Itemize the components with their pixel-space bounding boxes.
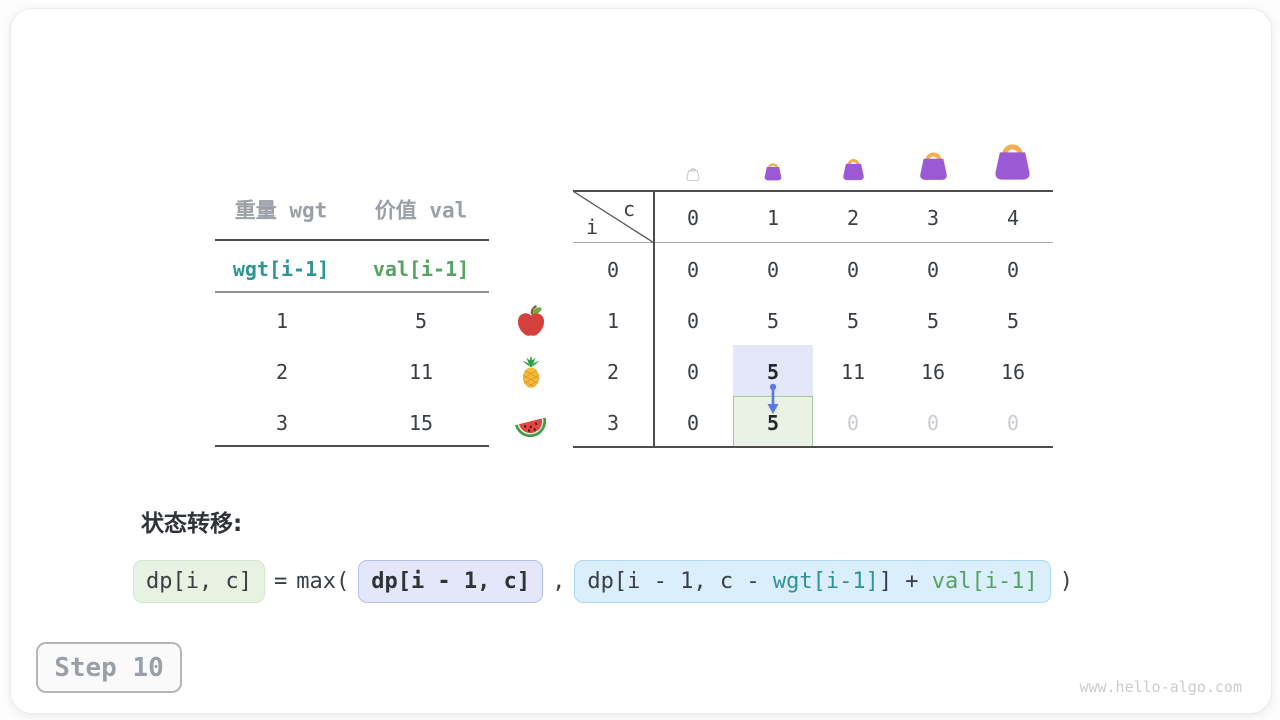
dp-cell-r0c0: 0 [686,258,700,282]
items-row1-weight: 2 [275,360,289,384]
dp-cell-r3c0: 0 [686,411,700,435]
dp-cell-r1c4: 5 [1006,309,1020,333]
dp-cell-r1c1: 5 [766,309,780,333]
dp-cell-r1c3: 5 [926,309,940,333]
site-watermark: www.hello-algo.com [1079,678,1242,696]
dp-col-header-1: 1 [766,206,780,230]
formula-arg1-pill: dp[i - 1, c] [358,560,544,604]
items-row0-weight: 1 [275,309,289,333]
bag-capacity-2-icon [840,154,867,181]
formula-arg2-pill: dp[i - 1, c - wgt[i-1]] + val[i-1] [574,560,1051,604]
dp-cell-r2c1-source: 5 [766,360,780,384]
items-table-mid-border [215,291,489,293]
dp-corner-row-var: i [585,215,599,239]
bag-capacity-3-icon [916,146,951,181]
dp-cell-r0c4: 0 [1006,258,1020,282]
dp-cell-r2c2: 11 [840,360,866,384]
dp-table-header-border [573,242,1053,243]
items-var-wgt: wgt[i-1] [232,257,330,281]
formula-arg2-middle: ] + [878,569,932,594]
items-row2-weight: 3 [275,411,289,435]
step-badge: Step 10 [36,642,182,693]
dp-cell-r2c0: 0 [686,360,700,384]
formula-arg2-wgt: wgt[i-1] [772,569,879,594]
items-table-bottom-border [215,445,489,447]
formula-arg2-prefix: dp[i - 1, c - [587,569,773,594]
dp-col-header-3: 3 [926,206,940,230]
items-header-weight: 重量 wgt [234,198,328,223]
items-row1-value: 11 [408,360,434,384]
dp-corner-col-var: c [622,197,636,221]
figure-card [10,8,1272,714]
bag-capacity-0-icon [685,165,701,181]
dp-cell-r3c3: 0 [926,411,940,435]
dp-table-top-border [573,190,1053,192]
dp-col-header-4: 4 [1006,206,1020,230]
dp-table-bottom-border [573,446,1053,448]
state-transition-formula: dp[i, c] = max( dp[i - 1, c] , dp[i - 1,… [133,560,1074,604]
formula-equals: = [273,569,288,595]
formula-close-paren: ) [1059,569,1074,595]
formula-arg2-val: val[i-1] [931,569,1038,594]
dp-cell-r3c1-target: 5 [766,411,780,435]
items-row0-value: 5 [414,309,428,333]
dp-col-header-0: 0 [686,206,700,230]
items-row2-value: 15 [408,411,434,435]
watermelon-icon [513,406,549,442]
dp-cell-r0c3: 0 [926,258,940,282]
dp-row-label-0: 0 [606,258,620,282]
formula-max-open: max( [296,569,350,595]
dp-cell-r2c3: 16 [920,360,946,384]
pineapple-icon [514,355,548,389]
dp-cell-r1c0: 0 [686,309,700,333]
transition-arrow-icon [764,383,782,415]
dp-col-header-2: 2 [846,206,860,230]
dp-corner-diagonal [573,190,654,244]
apple-icon [514,304,548,338]
dp-cell-r2c4: 16 [1000,360,1026,384]
state-transition-heading: 状态转移: [141,511,243,537]
bag-capacity-1-icon [762,159,784,181]
dp-cell-r1c2: 5 [846,309,860,333]
bag-capacity-4-icon [990,136,1035,181]
items-header-value: 价值 val [374,198,468,223]
formula-lhs-pill: dp[i, c] [133,560,265,604]
dp-row-label-3: 3 [606,411,620,435]
dp-table-vertical-border [653,190,655,448]
dp-cell-r3c4: 0 [1006,411,1020,435]
dp-row-label-1: 1 [606,309,620,333]
items-table-top-border [215,239,489,241]
dp-cell-r0c1: 0 [766,258,780,282]
dp-cell-r0c2: 0 [846,258,860,282]
dp-cell-r3c2: 0 [846,411,860,435]
items-var-val: val[i-1] [372,257,470,281]
dp-row-label-2: 2 [606,360,620,384]
formula-comma: , [552,569,566,595]
